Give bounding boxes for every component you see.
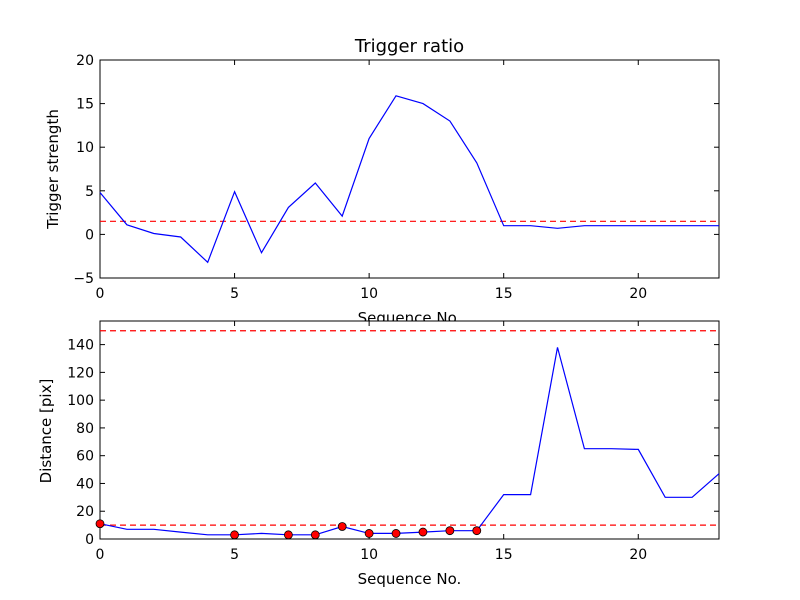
data-point — [230, 530, 239, 540]
y-tick-label: 15 — [76, 97, 94, 113]
y-tick-label: −5 — [73, 271, 94, 287]
trigger-ratio-panel: Trigger ratio Sequence No. Trigger stren… — [44, 36, 720, 327]
y-tick-label: 80 — [76, 421, 94, 437]
plot-frame — [99, 59, 720, 279]
y-axis-label: Distance [pix] — [37, 379, 55, 484]
data-point — [364, 529, 374, 538]
chart-title: Trigger ratio — [354, 36, 464, 57]
x-tick-label: 15 — [495, 547, 513, 563]
y-tick-label: 140 — [67, 338, 94, 354]
y-tick-label: 60 — [76, 449, 94, 465]
y-tick-label: 0 — [85, 227, 94, 243]
y-tick-label: 10 — [76, 140, 94, 156]
x-tick-label: 0 — [96, 286, 105, 302]
x-tick-label: 5 — [230, 547, 239, 563]
y-tick-label: 40 — [76, 476, 94, 492]
data-point — [391, 529, 401, 538]
x-tick-label: 15 — [495, 286, 513, 302]
x-tick-label: 10 — [360, 547, 378, 563]
y-tick-label: 5 — [85, 184, 94, 200]
x-tick-label: 10 — [360, 286, 378, 302]
data-point — [418, 527, 428, 537]
y-tick-label: 0 — [85, 532, 94, 548]
data-point — [310, 530, 320, 540]
data-point — [283, 530, 293, 540]
x-tick-label: 5 — [230, 286, 239, 302]
x-tick-label: 0 — [96, 547, 105, 563]
x-axis-label: Sequence No. — [358, 570, 462, 588]
data-point — [472, 526, 482, 536]
data-point — [445, 526, 455, 536]
data-point — [95, 519, 105, 529]
plot-frame — [99, 320, 720, 540]
data-point — [337, 522, 347, 531]
y-tick-label: 100 — [67, 393, 94, 409]
y-tick-label: 120 — [67, 365, 94, 381]
series-line — [99, 95, 719, 264]
y-tick-label: 20 — [76, 53, 94, 69]
x-tick-label: 20 — [629, 286, 647, 302]
x-tick-label: 20 — [629, 547, 647, 563]
series-line — [99, 347, 720, 536]
distance-panel: Sequence No. Distance [pix] 0 5 10 15 20 0 20 4… — [37, 320, 720, 588]
y-tick-label: 20 — [76, 504, 94, 520]
y-axis-label: Trigger strength — [44, 109, 62, 230]
